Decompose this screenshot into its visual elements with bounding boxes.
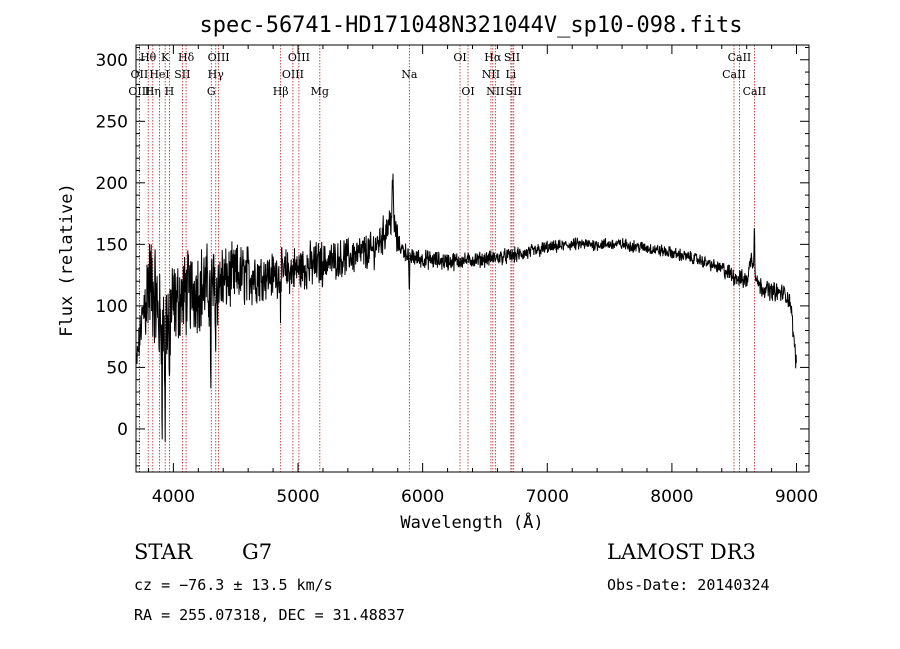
- y-tick-label: 0: [117, 420, 128, 440]
- coordinates-text: RA = 255.07318, DEC = 31.48837: [134, 606, 405, 624]
- y-tick-label: 100: [96, 297, 128, 317]
- spectral-line-label: OIII: [288, 51, 310, 64]
- y-tick-label: 150: [96, 235, 128, 255]
- spectral-line-label: NII: [482, 68, 500, 81]
- spectral-line-label: Hθ: [140, 51, 157, 64]
- spectral-line-label: K: [161, 51, 170, 64]
- spectral-line-label: OIII: [208, 51, 230, 64]
- spectral-line-label: CaII: [722, 68, 746, 81]
- spectral-line-label: HeI: [149, 68, 169, 81]
- spectral-line-label: Hη: [145, 85, 161, 98]
- y-axis-ticks: 0 50 100 150 200 250 300: [96, 46, 809, 467]
- spectral-line-label: Mg: [311, 85, 329, 98]
- y-tick-label: 300: [96, 51, 128, 71]
- chart-title: spec-56741-HD171048N321044V_sp10-098.fit…: [199, 13, 742, 38]
- spectral-line-label: OIII: [282, 68, 304, 81]
- spectral-line-label: Hδ: [178, 51, 195, 64]
- x-tick-label: 6000: [401, 487, 444, 507]
- x-tick-label: 5000: [276, 487, 319, 507]
- spectral-line-label: CaII: [743, 85, 767, 98]
- y-tick-label: 50: [106, 358, 128, 378]
- spectral-line-label: Hβ: [273, 85, 289, 98]
- spectral-line-label: SII: [504, 51, 520, 64]
- spectral-line-label: CaII: [728, 51, 752, 64]
- object-subclass: G7: [242, 540, 272, 564]
- x-tick-label: 9000: [775, 487, 818, 507]
- x-tick-label: 7000: [526, 487, 569, 507]
- obs-date-text: Obs-Date: 20140324: [607, 576, 770, 594]
- redshift-text: cz = −76.3 ± 13.5 km/s: [134, 576, 333, 594]
- y-axis-label: Flux (relative): [57, 183, 77, 337]
- spectral-line-label: NII: [486, 85, 504, 98]
- spectral-line-label: OII: [131, 68, 149, 81]
- spectral-line-label: OI: [461, 85, 474, 98]
- spectral-line-label: Li: [505, 68, 516, 81]
- y-tick-label: 200: [96, 174, 128, 194]
- spectral-line-label: OI: [453, 51, 466, 64]
- x-axis-label: Wavelength (Å): [400, 511, 543, 533]
- spectral-line-label: G: [207, 85, 216, 98]
- spectrum-line: [135, 173, 797, 442]
- y-tick-label: 250: [96, 112, 128, 132]
- x-tick-label: 8000: [650, 487, 693, 507]
- spectral-line-label: Hγ: [208, 68, 225, 81]
- spectral-line-label: Na: [401, 68, 418, 81]
- spectral-line-label: SII: [506, 85, 522, 98]
- spectral-line-label: H: [165, 85, 175, 98]
- x-tick-label: 4000: [152, 487, 195, 507]
- spectral-line-label: OIII: [128, 85, 150, 98]
- x-axis-ticks: 4000 5000 6000 7000 8000 9000: [147, 45, 818, 507]
- survey-name: LAMOST DR3: [607, 540, 756, 564]
- spectral-line-label: SII: [174, 68, 190, 81]
- spectral-line-label: Hα: [484, 51, 502, 64]
- object-class: STAR: [134, 540, 193, 564]
